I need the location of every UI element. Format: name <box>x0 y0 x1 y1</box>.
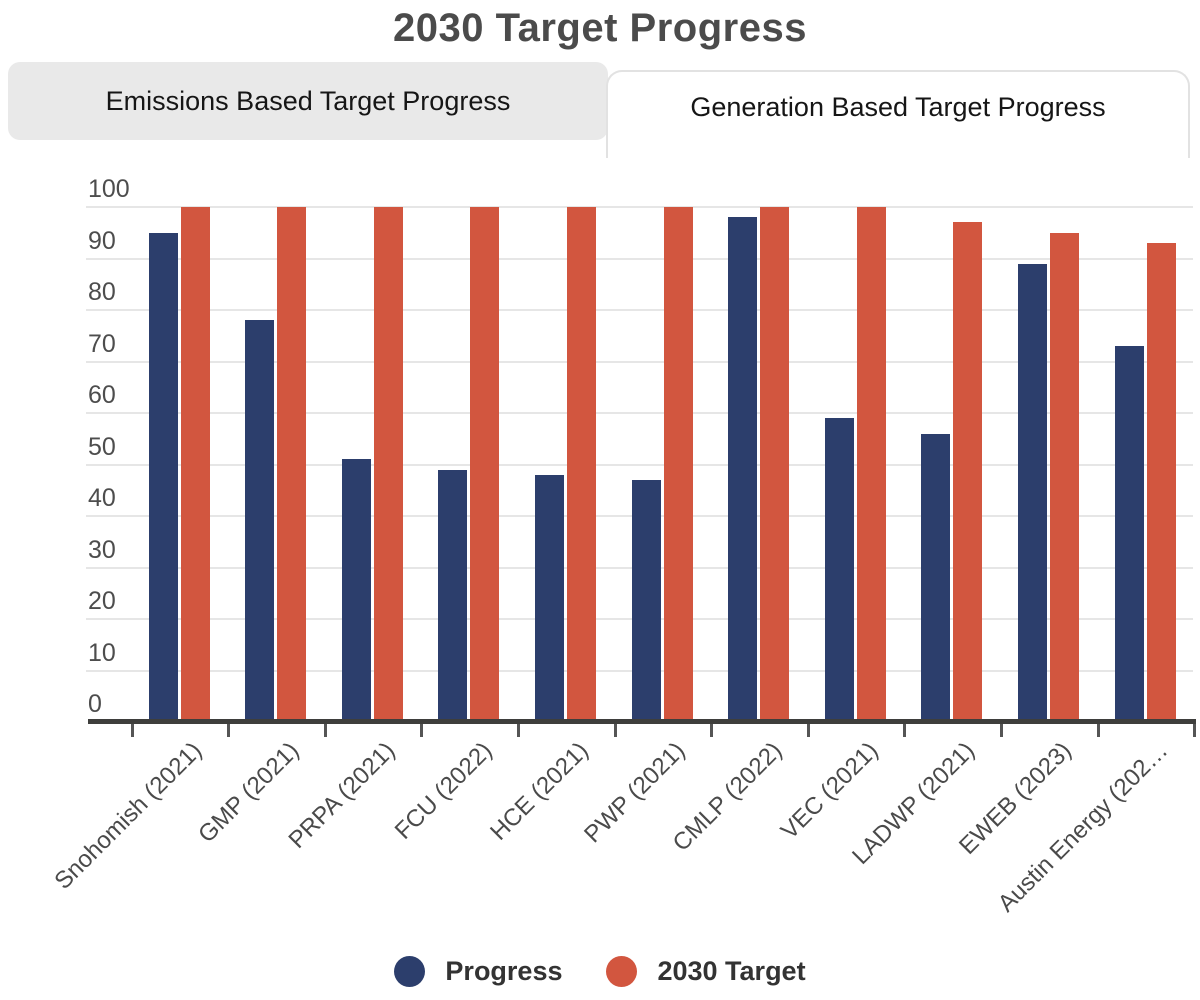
legend-item-2030-target[interactable]: 2030 Target <box>606 956 806 987</box>
x-axis-tick-10 <box>1096 724 1100 737</box>
x-category-label-snohomish-2021: Snohomish (2021) <box>49 737 208 895</box>
bar-2030-target-prpa-2021[interactable] <box>373 207 403 722</box>
bar-2030-target-austin-energy-202[interactable] <box>1146 243 1176 722</box>
x-axis-tick-11 <box>1193 724 1197 737</box>
bar-progress-prpa-2021[interactable] <box>341 459 371 722</box>
bar-progress-austin-energy-202[interactable] <box>1114 346 1144 722</box>
y-tick-label-10: 10 <box>88 638 116 667</box>
x-axis-tick-0 <box>130 724 134 737</box>
bar-progress-cmlp-2022[interactable] <box>728 217 758 722</box>
y-tick-label-90: 90 <box>88 226 116 255</box>
gridline-60 <box>86 412 1193 414</box>
y-tick-label-80: 80 <box>88 278 116 306</box>
x-axis-tick-9 <box>999 724 1003 737</box>
gridline-70 <box>86 360 1193 363</box>
gridline-80 <box>86 309 1193 311</box>
x-axis-tick-6 <box>710 724 714 737</box>
tab-generation-label: Generation Based Target Progress <box>690 92 1106 122</box>
chart-legend: Progress 2030 Target <box>0 956 1200 987</box>
x-axis-tick-1 <box>227 724 231 737</box>
x-category-label-hce-2021: HCE (2021) <box>485 737 594 846</box>
y-tick-label-20: 20 <box>88 587 116 615</box>
bar-progress-eweb-2023[interactable] <box>1017 263 1047 722</box>
gridline-50 <box>86 463 1193 466</box>
legend-swatch-progress <box>394 956 426 987</box>
bar-progress-vec-2021[interactable] <box>824 418 854 722</box>
y-tick-label-70: 70 <box>88 329 116 358</box>
y-tick-label-30: 30 <box>88 535 116 564</box>
legend-label-progress: Progress <box>445 956 563 986</box>
x-category-label-austin-energy-202: Austin Energy (202… <box>993 737 1174 918</box>
x-axis-tick-3 <box>420 724 424 737</box>
tab-emissions-label: Emissions Based Target Progress <box>105 85 511 116</box>
x-axis-tick-2 <box>323 724 327 737</box>
x-axis-tick-5 <box>613 724 617 737</box>
bar-2030-target-vec-2021[interactable] <box>856 207 886 722</box>
page-title: 2030 Target Progress <box>393 6 807 50</box>
legend-item-progress[interactable]: Progress <box>394 956 562 987</box>
bar-2030-target-cmlp-2022[interactable] <box>760 207 790 722</box>
tab-bar: Emissions Based Target Progress Generati… <box>8 62 1190 158</box>
legend-label-2030-target: 2030 Target <box>657 956 806 986</box>
x-axis-tick-4 <box>516 724 520 737</box>
bar-2030-target-eweb-2023[interactable] <box>1049 232 1079 722</box>
gridline-100 <box>86 206 1193 208</box>
y-tick-label-50: 50 <box>88 432 116 461</box>
y-tick-label-100: 100 <box>88 175 130 203</box>
bar-2030-target-gmp-2021[interactable] <box>277 207 307 722</box>
x-axis-tick-7 <box>806 724 810 737</box>
bar-2030-target-fcu-2022[interactable] <box>470 207 500 722</box>
tab-generation-based[interactable]: Generation Based Target Progress <box>606 70 1190 158</box>
bar-progress-fcu-2022[interactable] <box>438 469 468 722</box>
gridline-90 <box>86 257 1193 260</box>
bar-progress-gmp-2021[interactable] <box>245 320 275 722</box>
bar-progress-pwp-2021[interactable] <box>631 479 661 722</box>
x-axis-line <box>88 719 1196 724</box>
bar-progress-ladwp-2021[interactable] <box>921 433 951 722</box>
bar-2030-target-ladwp-2021[interactable] <box>953 222 983 722</box>
legend-swatch-2030-target <box>606 956 638 987</box>
y-tick-label-0: 0 <box>88 690 102 718</box>
bar-2030-target-hce-2021[interactable] <box>566 207 596 722</box>
bar-2030-target-snohomish-2021[interactable] <box>180 207 210 722</box>
x-axis-tick-8 <box>903 724 907 737</box>
x-category-label-fcu-2022: FCU (2022) <box>389 737 498 845</box>
bar-progress-hce-2021[interactable] <box>534 474 564 722</box>
y-tick-label-40: 40 <box>88 484 116 512</box>
bar-progress-snohomish-2021[interactable] <box>148 232 178 722</box>
bar-2030-target-pwp-2021[interactable] <box>663 207 693 722</box>
tab-emissions-based[interactable]: Emissions Based Target Progress <box>8 62 608 140</box>
y-tick-label-60: 60 <box>88 381 116 409</box>
